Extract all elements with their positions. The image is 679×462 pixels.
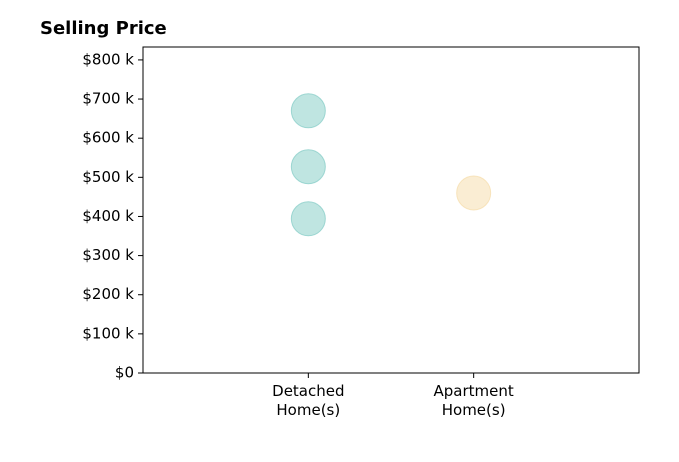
y-tick-label: $800 k — [82, 50, 134, 68]
y-tick-label: $100 k — [82, 324, 134, 342]
chart-title: Selling Price — [40, 18, 167, 39]
y-tick-label: $300 k — [82, 246, 134, 264]
y-tick-label: $500 k — [82, 168, 134, 186]
y-tick-label: $400 k — [82, 207, 134, 225]
point — [290, 201, 326, 237]
y-tick-label: $600 k — [82, 129, 134, 147]
point — [290, 149, 326, 185]
point — [456, 175, 492, 211]
y-tick-label: $700 k — [82, 90, 134, 108]
y-tick-label: $0 — [115, 364, 134, 382]
plot-frame — [142, 46, 640, 374]
point — [290, 93, 326, 129]
x-tick-label: Apartment Home(s) — [433, 382, 514, 419]
x-tick-label: Detached Home(s) — [272, 382, 345, 419]
y-tick-label: $200 k — [82, 285, 134, 303]
